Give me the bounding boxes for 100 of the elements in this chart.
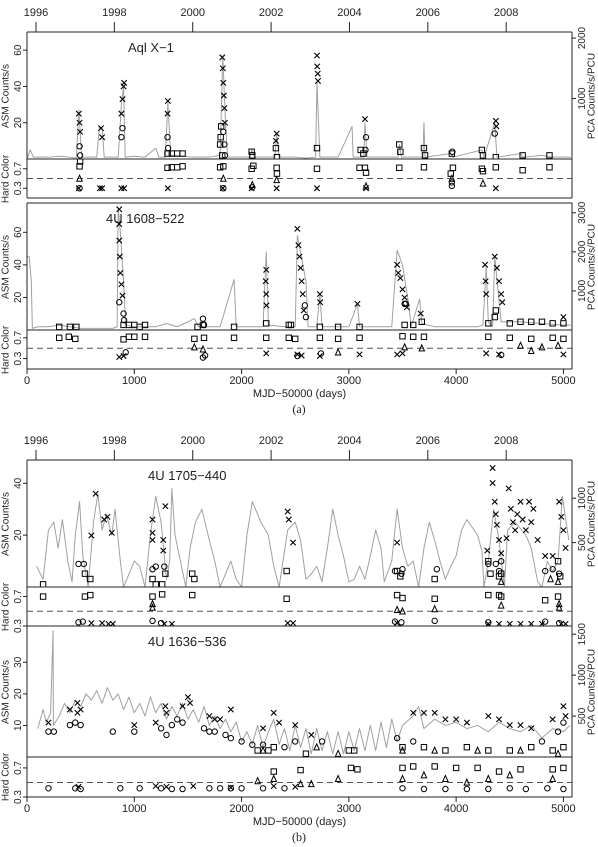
point [87,576,94,582]
point [420,786,428,792]
point [286,516,292,523]
point [420,744,428,750]
point [489,464,496,472]
point [508,506,514,512]
y2-axis-title: PCA Counts/s/PCU [586,648,598,735]
point [281,785,288,792]
point [392,618,398,625]
y2-tick-label: 1000 [577,279,588,302]
point [168,150,176,157]
point [260,785,266,792]
point [512,526,518,534]
point [76,174,83,182]
point [549,566,556,572]
point [401,343,408,350]
point [149,618,156,624]
point [162,502,169,510]
point [519,167,526,174]
point [50,728,58,735]
x2-tick-label: 1996 [24,7,48,19]
point [394,270,402,276]
point [549,747,556,754]
point [120,185,128,192]
y-tick-label: 0.3 [13,618,24,633]
point [179,786,186,792]
point [496,768,502,775]
x-tick-label: 4000 [444,374,468,387]
point [220,174,227,182]
point [560,320,567,327]
point [168,164,176,170]
y2-tick-label: 1000 [577,486,588,510]
point [448,182,456,190]
point [80,618,86,625]
point [72,336,78,342]
point [410,322,416,328]
point [184,694,192,700]
point [357,146,364,154]
point [120,80,128,86]
y-tick-label: 10 [13,719,24,731]
point [221,104,228,112]
point [118,281,125,288]
point [492,185,500,192]
point [298,352,305,359]
x2-tick-label: 2004 [337,7,362,19]
point [45,785,52,792]
point [308,780,314,788]
x2-tick-label: 2008 [494,435,518,447]
point [496,351,502,358]
point [313,743,320,750]
point [75,619,82,626]
point [485,775,492,782]
x-tick-label: 2000 [229,802,254,815]
point [562,620,569,626]
point [498,593,504,600]
point [396,141,402,148]
point [263,334,270,341]
point [238,785,245,792]
point [300,307,308,314]
point [528,725,534,732]
point [220,65,226,72]
x2-tick-label: 2004 [337,435,362,447]
point [492,253,498,260]
point [506,722,514,728]
x2-tick-label: 1998 [102,7,127,19]
point [506,771,513,778]
point [222,152,228,159]
point [76,119,83,126]
point [482,290,490,298]
point [77,722,84,728]
point [484,547,490,554]
point [362,146,369,154]
point [98,134,106,140]
point [120,83,127,90]
point [418,318,426,325]
point [562,544,569,552]
y-tick-label: 20 [13,291,24,303]
point [517,498,524,505]
point [163,732,170,738]
point [314,63,320,70]
point [206,785,213,792]
point [452,764,460,772]
point [560,764,567,772]
point [318,350,324,357]
point [522,786,530,792]
point [485,560,492,568]
point [482,261,488,268]
point [186,700,194,706]
point [249,181,256,188]
y-tick-label: 0.3 [13,790,24,804]
point [334,324,342,330]
point [464,719,470,726]
y-axis-title: ASM Counts/s [0,660,12,724]
point [45,728,52,735]
x2-tick-label: 2008 [494,7,518,19]
point [474,746,481,754]
point [222,119,228,126]
point [314,70,321,77]
point [542,618,548,625]
point [302,314,310,320]
